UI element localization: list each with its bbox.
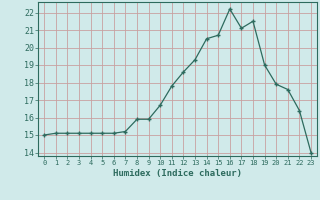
X-axis label: Humidex (Indice chaleur): Humidex (Indice chaleur)	[113, 169, 242, 178]
